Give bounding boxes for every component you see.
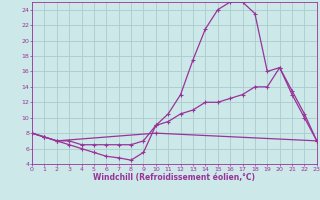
X-axis label: Windchill (Refroidissement éolien,°C): Windchill (Refroidissement éolien,°C) [93, 173, 255, 182]
